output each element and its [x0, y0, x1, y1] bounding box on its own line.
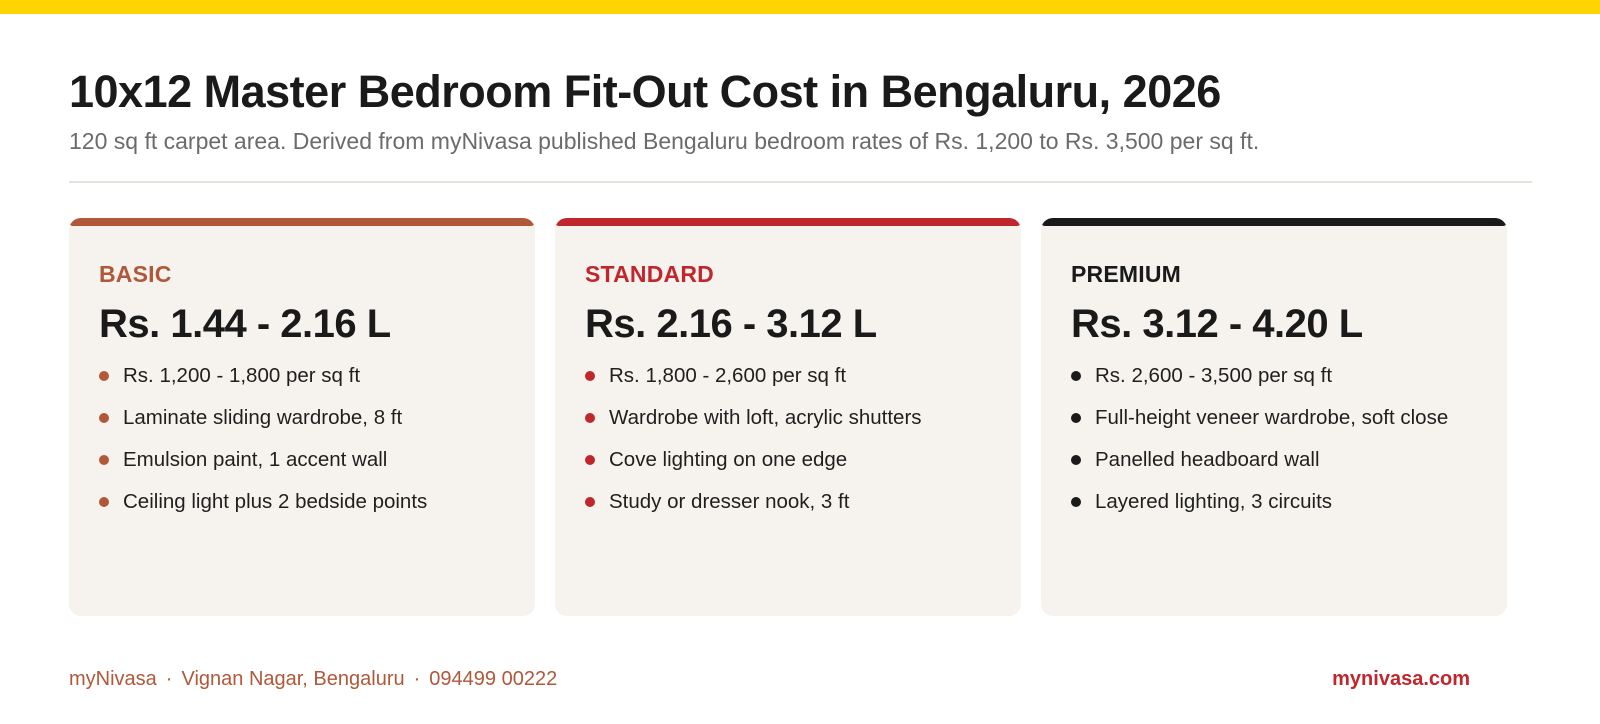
tier-price: Rs. 1.44 - 2.16 L: [99, 302, 391, 346]
list-item-text: Ceiling light plus 2 bedside points: [123, 490, 428, 513]
footer-contact: myNivasa · Vignan Nagar, Bengaluru · 094499 …: [69, 668, 557, 691]
footer-separator: ·: [413, 668, 421, 690]
footer-phone[interactable]: 094499 00222: [429, 668, 558, 690]
bullet-dot-icon: [1071, 371, 1081, 381]
card-accent-bar: [555, 218, 1021, 226]
list-item-text: Laminate sliding wardrobe, 8 ft: [123, 406, 403, 429]
list-item: Emulsion paint, 1 accent wall: [99, 445, 509, 474]
bullet-dot-icon: [1071, 413, 1081, 423]
list-item-text: Full-height veneer wardrobe, soft close: [1095, 406, 1449, 429]
feature-list: Rs. 2,600 - 3,500 per sq ft Full-height …: [1071, 361, 1481, 529]
list-item-text: Cove lighting on one edge: [609, 448, 848, 471]
list-item-text: Study or dresser nook, 3 ft: [609, 490, 850, 513]
list-item: Rs. 1,800 - 2,600 per sq ft: [585, 361, 995, 390]
list-item: Layered lighting, 3 circuits: [1071, 487, 1481, 516]
page-subtitle: 120 sq ft carpet area. Derived from myNi…: [69, 128, 1260, 154]
list-item-text: Rs. 1,800 - 2,600 per sq ft: [609, 364, 847, 387]
list-item-text: Panelled headboard wall: [1095, 448, 1320, 471]
tier-card-premium: PREMIUM Rs. 3.12 - 4.20 L Rs. 2,600 - 3,…: [1041, 218, 1507, 616]
list-item: Ceiling light plus 2 bedside points: [99, 487, 509, 516]
bullet-dot-icon: [1071, 455, 1081, 465]
feature-list: Rs. 1,800 - 2,600 per sq ft Wardrobe wit…: [585, 361, 995, 529]
bullet-dot-icon: [585, 371, 595, 381]
list-item-text: Rs. 1,200 - 1,800 per sq ft: [123, 364, 361, 387]
footer-separator: ·: [165, 668, 173, 690]
top-accent-bar: [0, 0, 1600, 14]
footer-location: Vignan Nagar, Bengaluru: [181, 668, 405, 690]
tier-label: BASIC: [99, 261, 172, 287]
list-item: Panelled headboard wall: [1071, 445, 1481, 474]
bullet-dot-icon: [585, 497, 595, 507]
tier-card-standard: STANDARD Rs. 2.16 - 3.12 L Rs. 1,800 - 2…: [555, 218, 1021, 616]
list-item: Wardrobe with loft, acrylic shutters: [585, 403, 995, 432]
bullet-dot-icon: [99, 371, 109, 381]
bullet-dot-icon: [585, 413, 595, 423]
bullet-dot-icon: [1071, 497, 1081, 507]
header-divider: [69, 181, 1532, 183]
list-item: Study or dresser nook, 3 ft: [585, 487, 995, 516]
bullet-dot-icon: [99, 413, 109, 423]
list-item: Laminate sliding wardrobe, 8 ft: [99, 403, 509, 432]
footer-brand: myNivasa: [69, 668, 157, 690]
list-item-text: Wardrobe with loft, acrylic shutters: [609, 406, 922, 429]
list-item: Cove lighting on one edge: [585, 445, 995, 474]
tier-price: Rs. 3.12 - 4.20 L: [1071, 302, 1363, 346]
tier-card-basic: BASIC Rs. 1.44 - 2.16 L Rs. 1,200 - 1,80…: [69, 218, 535, 616]
list-item-text: Rs. 2,600 - 3,500 per sq ft: [1095, 364, 1333, 387]
list-item-text: Emulsion paint, 1 accent wall: [123, 448, 388, 471]
page-title: 10x12 Master Bedroom Fit-Out Cost in Ben…: [69, 66, 1221, 117]
tier-label: STANDARD: [585, 261, 714, 287]
bullet-dot-icon: [585, 455, 595, 465]
card-accent-bar: [1041, 218, 1507, 226]
bullet-dot-icon: [99, 497, 109, 507]
tier-price: Rs. 2.16 - 3.12 L: [585, 302, 877, 346]
list-item: Rs. 1,200 - 1,800 per sq ft: [99, 361, 509, 390]
list-item: Rs. 2,600 - 3,500 per sq ft: [1071, 361, 1481, 390]
bullet-dot-icon: [99, 455, 109, 465]
card-accent-bar: [69, 218, 535, 226]
feature-list: Rs. 1,200 - 1,800 per sq ft Laminate sli…: [99, 361, 509, 529]
list-item: Full-height veneer wardrobe, soft close: [1071, 403, 1481, 432]
list-item-text: Layered lighting, 3 circuits: [1095, 490, 1333, 513]
tier-label: PREMIUM: [1071, 261, 1182, 287]
footer-website-link[interactable]: mynivasa.com: [1332, 668, 1470, 690]
